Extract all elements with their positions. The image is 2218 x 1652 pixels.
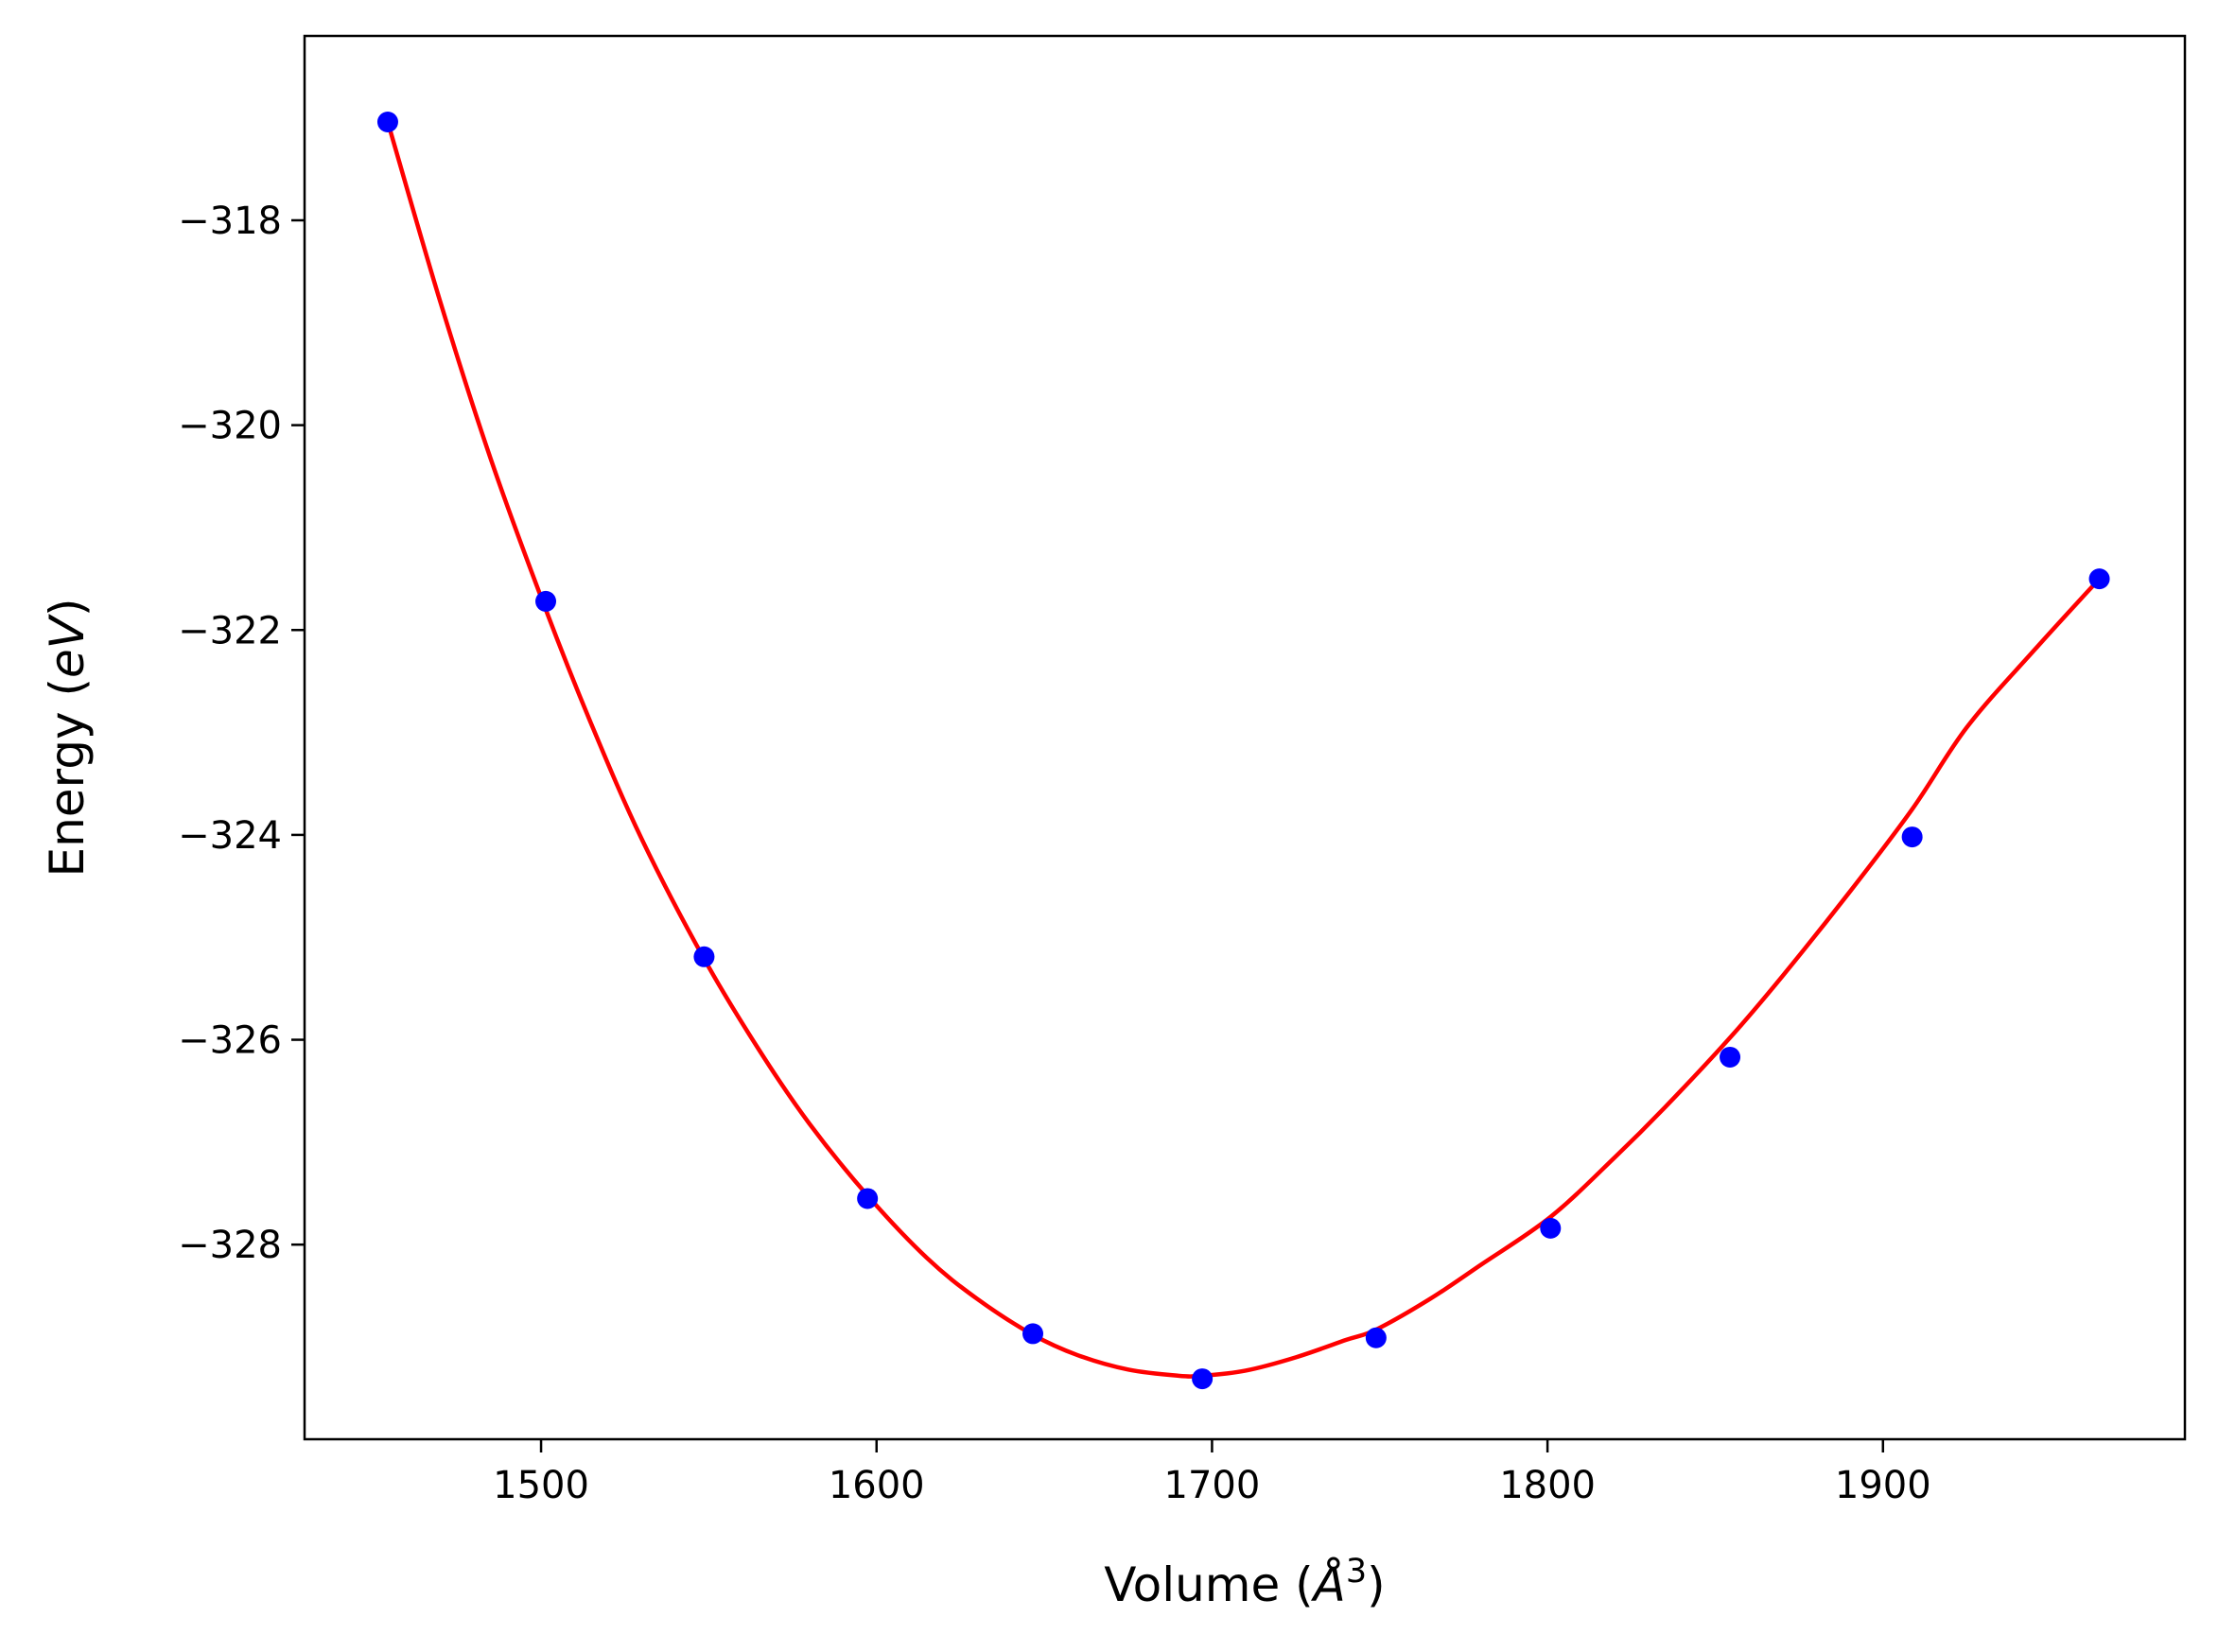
x-tick-label: 1700 [1164, 1464, 1261, 1507]
y-axis-label-math: eV [40, 613, 95, 678]
x-axis-label-prefix: Volume ( [1104, 1557, 1313, 1612]
data-point [1901, 826, 1923, 848]
x-axis-ticks: 1500 1600 1700 1800 1900 [493, 1439, 1931, 1507]
data-points-layer [376, 111, 2110, 1390]
data-point [535, 590, 557, 612]
y-tick-label: −318 [178, 200, 282, 243]
data-point [1192, 1368, 1214, 1390]
y-tick-label: −326 [178, 1019, 282, 1063]
x-axis-label-superscript: 3 [1346, 1553, 1367, 1591]
plot-area [305, 36, 2185, 1439]
y-axis-label-prefix: Energy ( [40, 678, 95, 877]
fit-curve-line [385, 119, 2103, 1379]
x-tick-label: 1800 [1499, 1464, 1596, 1507]
x-tick-label: 1500 [493, 1464, 589, 1507]
fit-curve-layer [385, 119, 2103, 1379]
data-point [1022, 1323, 1044, 1345]
plot-frame [303, 34, 2187, 1441]
x-axis-label-suffix: ) [1367, 1557, 1386, 1612]
data-point [1540, 1217, 1562, 1239]
data-point [1720, 1046, 1741, 1068]
data-point [2088, 568, 2110, 590]
x-tick-label: 1600 [829, 1464, 925, 1507]
x-axis-label-math: Å [1311, 1557, 1346, 1612]
y-tick-label: −328 [178, 1224, 282, 1267]
y-tick-label: −324 [178, 814, 282, 858]
data-point [693, 946, 715, 967]
y-tick-label: −322 [178, 609, 282, 652]
x-tick-label: 1900 [1835, 1464, 1931, 1507]
data-point [1365, 1327, 1387, 1348]
data-point [857, 1188, 879, 1209]
x-axis-label: Volume (Å3) [1104, 1553, 1385, 1612]
y-tick-label: −320 [178, 405, 282, 448]
y-axis-label: Energy (eV) [40, 599, 95, 878]
y-axis-ticks: −318 −320 −322 −324 −326 −328 [178, 200, 305, 1267]
y-axis-label-suffix: ) [40, 599, 95, 617]
data-point [376, 111, 398, 132]
